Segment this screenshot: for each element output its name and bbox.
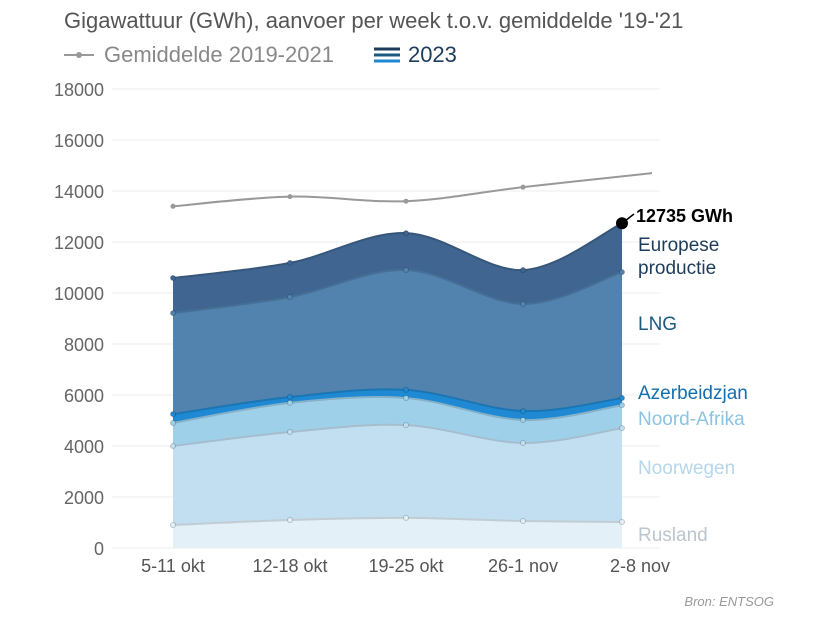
data-point: [403, 267, 409, 274]
area-europese-productie: [173, 223, 622, 314]
y-tick-label: 12000: [54, 233, 104, 253]
data-point: [619, 395, 625, 402]
data-point: [287, 428, 293, 435]
data-point: [619, 518, 625, 525]
series-label: Noorwegen: [638, 458, 735, 479]
data-point: [170, 310, 176, 317]
area-noorwegen: [173, 424, 622, 526]
average-point: [403, 198, 409, 204]
x-tick-label: 2-8 nov: [610, 556, 670, 576]
x-tick-label: 12-18 okt: [252, 556, 327, 576]
data-point: [403, 422, 409, 429]
y-tick-label: 14000: [54, 182, 104, 202]
area-rusland: [173, 517, 622, 548]
chart-title: Gigawattuur (GWh), aanvoer per week t.o.…: [64, 8, 684, 33]
y-tick-label: 2000: [64, 488, 104, 508]
data-point: [287, 516, 293, 523]
y-tick-label: 16000: [54, 131, 104, 151]
data-point: [403, 230, 409, 237]
data-point: [520, 408, 526, 415]
annotation-label: 12735 GWh: [636, 206, 733, 226]
average-point: [520, 184, 526, 190]
data-point: [287, 294, 293, 301]
stacked-series-legend-icon: [373, 47, 400, 63]
series-label: LNG: [638, 314, 677, 335]
data-point: [170, 420, 176, 427]
y-tick-label: 8000: [64, 335, 104, 355]
average-line: [172, 172, 653, 208]
data-point: [520, 517, 526, 524]
data-point: [403, 514, 409, 521]
average-point: [170, 203, 176, 209]
series-label: Azerbeidzjan: [638, 383, 748, 404]
y-tick-label: 4000: [64, 437, 104, 457]
data-point: [619, 402, 625, 409]
legend-current: 2023: [407, 42, 457, 67]
series-label: Noord-Afrika: [638, 409, 745, 430]
annotation-leader: [621, 213, 635, 224]
data-point: [170, 443, 176, 449]
y-tick-label: 0: [94, 539, 104, 559]
x-tick-label: 19-25 okt: [368, 556, 443, 576]
data-point: [403, 386, 409, 393]
data-point: [170, 411, 176, 418]
data-point: [403, 395, 409, 402]
area-noord-afrika: [173, 397, 622, 446]
data-point: [170, 274, 176, 281]
data-point: [287, 399, 293, 406]
series-label: Europese: [638, 235, 719, 256]
data-point: [619, 425, 625, 432]
average-point: [287, 194, 293, 200]
data-point: [520, 439, 526, 446]
x-tick-label: 5-11 okt: [141, 556, 205, 576]
data-point: [619, 269, 625, 276]
area-lng: [173, 270, 622, 415]
legend: Gemiddelde 2019-2021 2023: [64, 42, 457, 68]
y-tick-label: 18000: [54, 80, 104, 100]
data-point: [287, 259, 293, 266]
series-label: productie: [638, 258, 716, 279]
data-point: [520, 267, 526, 274]
y-tick-label: 10000: [54, 284, 104, 304]
average-line-legend-icon: [64, 52, 94, 58]
source-note: Bron: ENTSOG: [684, 594, 774, 609]
y-tick-label: 6000: [64, 386, 104, 406]
legend-average: Gemiddelde 2019-2021: [104, 42, 334, 67]
series-label: Rusland: [638, 525, 708, 546]
data-point: [170, 522, 176, 529]
data-point: [520, 300, 526, 307]
x-tick-label: 26-1 nov: [488, 556, 558, 576]
data-point: [287, 394, 293, 401]
data-point: [520, 416, 526, 423]
